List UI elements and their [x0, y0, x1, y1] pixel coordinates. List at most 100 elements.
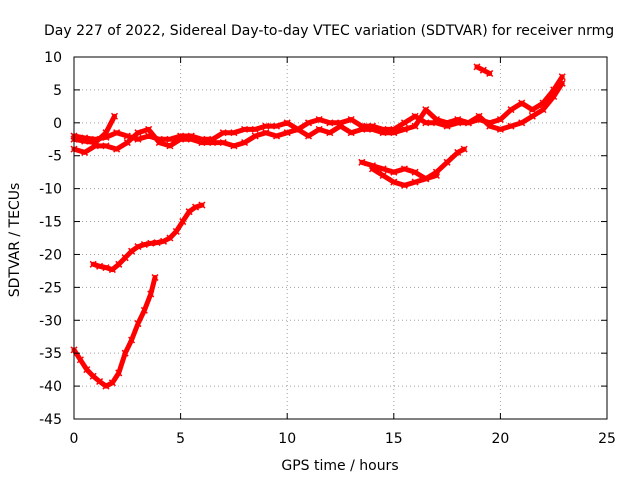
data-point [400, 119, 408, 127]
data-point [179, 218, 187, 226]
data-point [496, 125, 504, 133]
data-point [113, 129, 121, 137]
series-track-short-high [473, 63, 494, 77]
data-point [108, 266, 116, 274]
data-point [479, 66, 487, 74]
data-point [230, 142, 238, 150]
data-point [411, 122, 419, 130]
data-point [273, 132, 281, 140]
data-point [198, 201, 206, 209]
x-tick-label: 5 [176, 431, 185, 447]
data-point [411, 168, 419, 176]
data-point [443, 158, 451, 166]
y-tick-label: -35 [39, 346, 62, 362]
data-point [89, 372, 97, 380]
data-point [473, 63, 481, 71]
data-point [550, 92, 558, 101]
data-point [507, 106, 515, 114]
data-point [273, 122, 281, 130]
y-tick-label: 0 [53, 116, 62, 132]
data-point [304, 132, 313, 140]
data-point [326, 119, 334, 127]
data-point [219, 129, 227, 137]
data-point [115, 260, 123, 268]
series-track-lower [89, 201, 206, 274]
data-point [198, 139, 206, 147]
data-point [102, 129, 110, 137]
data-point [262, 122, 270, 130]
data-point [422, 119, 430, 127]
data-point [432, 171, 440, 180]
data-point [83, 366, 91, 374]
data-point [166, 234, 174, 242]
y-axis-title: SDTVAR / TECUs [7, 183, 23, 298]
data-point [486, 122, 494, 130]
series-track-lowest [70, 273, 159, 390]
data-point [283, 129, 291, 137]
data-point [108, 379, 116, 387]
data-point [241, 125, 249, 133]
data-point [128, 336, 136, 344]
series-track-main-b [70, 79, 566, 156]
data-point [411, 178, 419, 186]
plot-frame [73, 56, 608, 420]
x-tick-label: 25 [598, 431, 616, 447]
data-point [390, 129, 398, 137]
data-point [140, 306, 148, 314]
data-point [166, 142, 174, 150]
data-point [379, 171, 387, 180]
data-point [558, 73, 566, 81]
data-point [241, 139, 249, 147]
x-axis-title: GPS time / hours [281, 458, 398, 474]
data-point [454, 115, 462, 124]
data-point [251, 132, 259, 140]
series-track-early-rise [70, 112, 119, 147]
data-point [191, 203, 200, 211]
data-point [172, 227, 180, 235]
data-point [528, 112, 536, 120]
data-point [151, 273, 159, 282]
data-point [128, 247, 136, 255]
data-point [518, 99, 526, 107]
data-point [166, 135, 174, 143]
data-point [432, 115, 440, 124]
data-point [251, 125, 259, 133]
data-point [304, 119, 313, 127]
data-point [518, 119, 526, 127]
data-point [123, 139, 131, 147]
data-point [96, 377, 104, 386]
data-point [91, 139, 99, 147]
axis-ticks: 0 5 10 15 20 25 10 5 0 -5 -10 -15 -20 -25 -30 -35 -40 -45 [39, 50, 616, 447]
data-point [134, 320, 142, 328]
data-point [390, 178, 398, 186]
data-point [185, 208, 193, 216]
data-point [475, 112, 483, 120]
data-point [219, 139, 227, 147]
data-point [102, 382, 110, 390]
x-tick-label: 20 [491, 431, 509, 447]
y-tick-label: -15 [39, 215, 62, 231]
data-point [160, 237, 168, 245]
x-tick-label: 15 [385, 431, 403, 447]
data-point [76, 356, 84, 364]
data-point [358, 125, 366, 133]
data-point [422, 106, 430, 114]
x-tick-label: 10 [278, 431, 296, 447]
y-tick-label: -20 [39, 247, 62, 263]
data-point [558, 79, 566, 87]
data-point [496, 115, 504, 124]
data-point [96, 262, 104, 270]
data-point [368, 165, 377, 173]
data-point [262, 129, 270, 137]
data-point [379, 165, 387, 173]
y-tick-label: 5 [53, 83, 62, 99]
data-point [89, 260, 97, 268]
data-point [134, 129, 142, 137]
data-point [121, 254, 129, 262]
data-point [102, 142, 110, 150]
data-point [121, 349, 129, 357]
data-point [528, 106, 536, 114]
series-track-mid-dip-b [368, 165, 440, 189]
